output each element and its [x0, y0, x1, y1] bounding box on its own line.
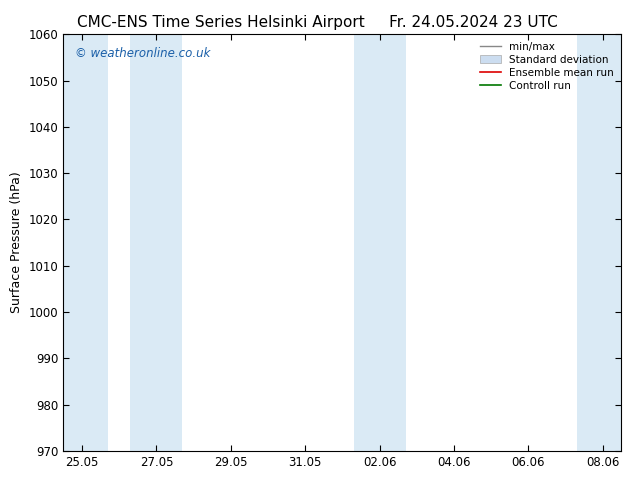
Bar: [354, 34, 406, 451]
Text: CMC-ENS Time Series Helsinki Airport     Fr. 24.05.2024 23 UTC: CMC-ENS Time Series Helsinki Airport Fr.…: [77, 15, 557, 30]
Text: © weatheronline.co.uk: © weatheronline.co.uk: [75, 47, 210, 60]
Bar: [577, 34, 621, 451]
Bar: [63, 34, 108, 451]
Bar: [131, 34, 183, 451]
Legend: min/max, Standard deviation, Ensemble mean run, Controll run: min/max, Standard deviation, Ensemble me…: [476, 37, 618, 95]
Y-axis label: Surface Pressure (hPa): Surface Pressure (hPa): [10, 172, 23, 314]
